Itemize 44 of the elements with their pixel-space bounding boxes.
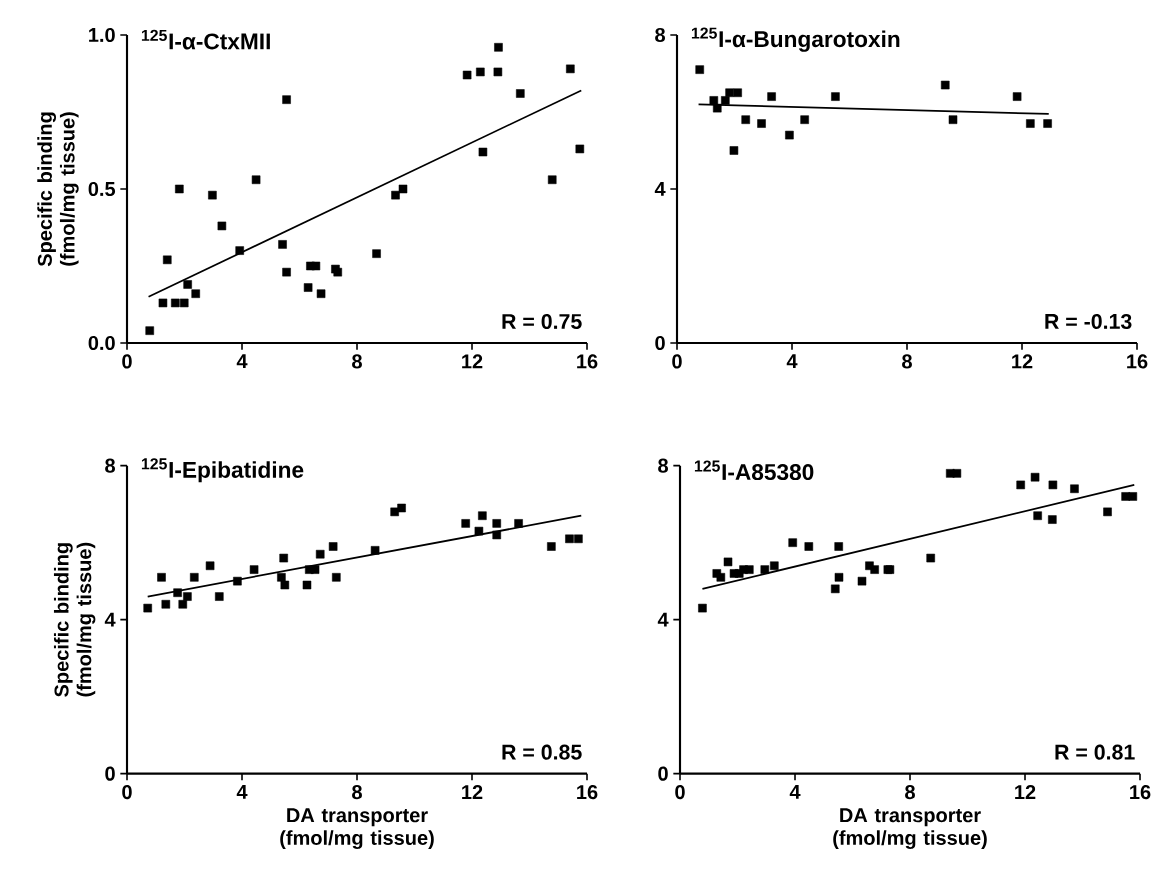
x-tick-label: 16 <box>1130 785 1151 800</box>
annotation: R = 0.81 <box>1055 744 1135 760</box>
y-tick-label: 0 <box>655 335 665 351</box>
y-tick-label: 8 <box>655 27 665 43</box>
x-tick-label: 12 <box>1012 354 1033 369</box>
x-axis-title: DA transporter (fmol/mg tissue) <box>833 808 987 850</box>
chart-title: $^{125}$I-α-CtxMII <box>141 29 270 50</box>
annotation: R = -0.13 <box>1045 313 1132 330</box>
x-tick-label: 12 <box>1015 785 1036 799</box>
x-tick-label: 8 <box>902 354 912 369</box>
y-axis-title: Specific binding (fmol/mg tissue) <box>37 112 79 267</box>
y-tick-label: 8 <box>105 458 115 473</box>
x-tick-label: 8 <box>905 785 915 800</box>
chart-title: $^{125}$I-α-Bungarotoxin <box>691 27 900 52</box>
y-tick-label: 4 <box>654 182 666 196</box>
x-tick-label: 16 <box>577 785 598 800</box>
x-tick-label: 16 <box>577 354 598 369</box>
chart-title: $^{125}$I-A85380 <box>694 460 814 481</box>
x-tick-label: 0 <box>122 785 132 800</box>
y-tick-label: 1.0 <box>89 27 115 43</box>
x-tick-label: 4 <box>236 354 248 369</box>
x-axis-title: DA transporter (fmol/mg tissue) <box>280 808 434 850</box>
x-tick-label: 4 <box>236 785 248 799</box>
y-tick-label: 0 <box>105 766 115 781</box>
x-tick-label: 16 <box>1127 354 1148 369</box>
y-tick-label: 4 <box>657 612 669 627</box>
x-tick-label: 0 <box>675 785 685 800</box>
chart-title: $^{125}$I-Epibatidine <box>141 458 304 483</box>
y-tick-label: 4 <box>104 612 116 627</box>
y-tick-label: 0.0 <box>88 335 115 351</box>
x-tick-label: 12 <box>462 785 483 799</box>
x-tick-label: 0 <box>672 354 682 369</box>
x-tick-label: 8 <box>352 354 362 369</box>
x-tick-label: 4 <box>789 785 801 799</box>
annotation: R = 0.85 <box>502 744 582 760</box>
annotation: R = 0.75 <box>502 313 582 330</box>
y-tick-label: 8 <box>658 458 668 473</box>
x-tick-label: 8 <box>352 785 362 800</box>
x-tick-label: 12 <box>462 354 483 369</box>
y-axis-title: Specific binding (fmol/mg tissue) <box>53 542 96 697</box>
x-tick-label: 4 <box>786 354 798 369</box>
y-tick-label: 0 <box>658 766 668 781</box>
y-tick-label: 0.5 <box>88 181 116 197</box>
x-tick-label: 0 <box>122 354 132 369</box>
